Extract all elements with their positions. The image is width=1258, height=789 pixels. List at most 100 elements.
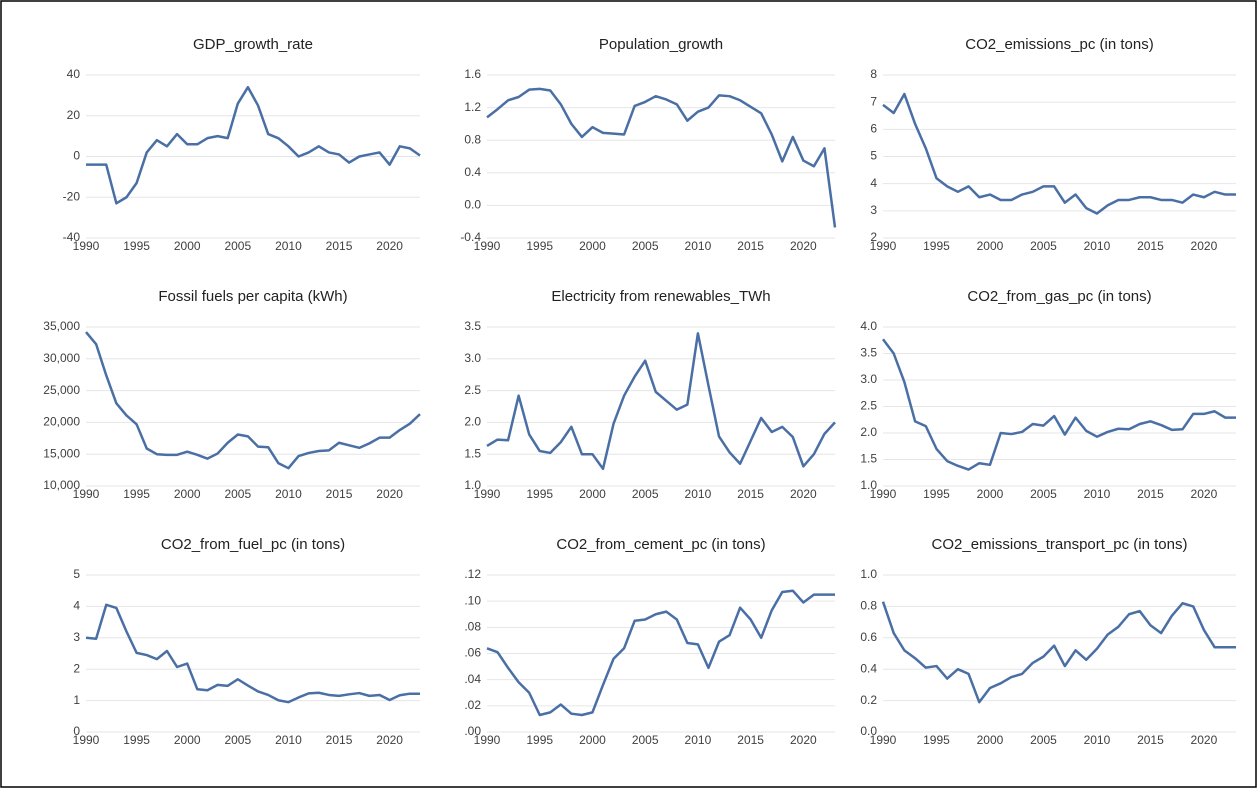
x-tick-label: 2010: [685, 733, 712, 747]
y-tick-label: .10: [464, 593, 481, 607]
x-tick-label: 1995: [923, 239, 950, 253]
x-tick-label: 2000: [579, 487, 606, 501]
y-tick-label: .08: [464, 620, 481, 634]
y-tick-label: 20,000: [43, 415, 80, 429]
x-tick-label: 2010: [1084, 733, 1111, 747]
x-tick-label: 1995: [123, 239, 150, 253]
x-tick-label: 2005: [224, 239, 251, 253]
x-tick-label: 2005: [632, 487, 659, 501]
chart-title: Fossil fuels per capita (kWh): [158, 288, 347, 305]
x-tick-label: 2010: [685, 239, 712, 253]
y-tick-label: 2.0: [464, 415, 481, 429]
data-line: [486, 589, 835, 717]
chart-title: CO2_emissions_transport_pc (in tons): [932, 536, 1188, 553]
x-tick-label: 2015: [737, 487, 764, 501]
data-line: [881, 601, 1236, 704]
x-tick-label: 2000: [579, 733, 606, 747]
y-tick-label: 1.2: [464, 100, 481, 114]
y-tick-label: 3: [73, 630, 80, 644]
x-tick-label: 2010: [275, 487, 302, 501]
y-tick-label: 5: [870, 149, 877, 163]
x-tick-label: 1995: [526, 239, 553, 253]
y-tick-label: 0.0: [860, 724, 877, 738]
data-line: [881, 338, 1236, 471]
x-tick-label: 2015: [737, 733, 764, 747]
x-tick-label: 2010: [1084, 239, 1111, 253]
x-tick-label: 2015: [326, 487, 353, 501]
y-tick-label: 1: [73, 693, 80, 707]
y-tick-label: 7: [870, 94, 877, 108]
y-tick-label: .00: [464, 724, 481, 738]
chart-title: Electricity from renewables_TWh: [551, 288, 770, 305]
x-tick-label: 1995: [123, 733, 150, 747]
y-tick-label: .02: [464, 698, 481, 712]
x-tick-label: 1995: [923, 733, 950, 747]
x-tick-label: 2005: [1030, 239, 1057, 253]
x-tick-label: 2000: [977, 239, 1004, 253]
y-tick-label: 1.0: [860, 478, 877, 492]
chart-title: CO2_emissions_pc (in tons): [965, 36, 1153, 53]
x-tick-label: 2020: [790, 239, 817, 253]
chart-title: Population_growth: [599, 36, 723, 53]
chart-title: CO2_from_fuel_pc (in tons): [161, 536, 345, 553]
x-tick-label: 2005: [1030, 487, 1057, 501]
chart-title: CO2_from_cement_pc (in tons): [556, 536, 765, 553]
y-tick-label: 4.0: [860, 319, 877, 333]
y-tick-label: 2.5: [860, 399, 877, 413]
x-tick-label: 1995: [123, 487, 150, 501]
chart-title: GDP_growth_rate: [193, 36, 313, 53]
y-tick-label: 0.6: [860, 630, 877, 644]
y-tick-label: 3: [870, 203, 877, 217]
y-tick-label: 2: [73, 661, 80, 675]
y-tick-label: 20: [67, 108, 81, 122]
data-line: [486, 332, 836, 471]
x-tick-label: 2010: [1084, 487, 1111, 501]
y-tick-label: 0.0: [464, 198, 481, 212]
x-tick-label: 1990: [870, 487, 897, 501]
x-tick-label: 2015: [1137, 733, 1164, 747]
x-tick-label: 1990: [474, 733, 501, 747]
y-tick-label: 30,000: [43, 351, 80, 365]
y-tick-label: -20: [63, 189, 81, 203]
y-tick-label: 3.5: [464, 319, 481, 333]
x-tick-label: 2015: [326, 733, 353, 747]
y-tick-label: -40: [63, 230, 81, 244]
x-tick-label: 2000: [579, 239, 606, 253]
x-tick-label: 1995: [526, 733, 553, 747]
y-tick-label: 0.4: [464, 165, 481, 179]
y-tick-label: 2.0: [860, 425, 877, 439]
x-tick-label: 1990: [474, 487, 501, 501]
x-tick-label: 2020: [1191, 733, 1218, 747]
y-tick-label: .06: [464, 646, 481, 660]
x-tick-label: 2015: [1137, 487, 1164, 501]
x-tick-label: 1995: [526, 487, 553, 501]
data-line: [85, 603, 420, 704]
y-tick-label: 1.0: [464, 478, 481, 492]
x-tick-label: 2010: [685, 487, 712, 501]
data-line: [86, 85, 421, 205]
y-tick-label: 4: [73, 599, 80, 613]
x-tick-label: 2010: [275, 733, 302, 747]
y-tick-label: .04: [464, 672, 481, 686]
x-tick-label: 2020: [790, 487, 817, 501]
x-tick-label: 2020: [376, 239, 403, 253]
y-tick-label: 0.8: [464, 132, 481, 146]
y-tick-label: 3.0: [860, 372, 877, 386]
y-tick-label: -0.4: [460, 230, 481, 244]
x-tick-label: 2020: [1191, 239, 1218, 253]
x-tick-label: 2005: [224, 733, 251, 747]
x-tick-label: 1990: [870, 733, 897, 747]
x-tick-label: 2020: [376, 733, 403, 747]
y-tick-label: 2: [870, 230, 877, 244]
x-tick-label: 2005: [632, 733, 659, 747]
x-tick-label: 2020: [1191, 487, 1218, 501]
y-tick-label: 1.0: [860, 567, 877, 581]
x-tick-label: 2000: [174, 733, 201, 747]
y-tick-label: 0.4: [860, 661, 877, 675]
x-tick-label: 2010: [275, 239, 302, 253]
x-tick-label: 1990: [73, 733, 100, 747]
data-line: [85, 331, 421, 470]
